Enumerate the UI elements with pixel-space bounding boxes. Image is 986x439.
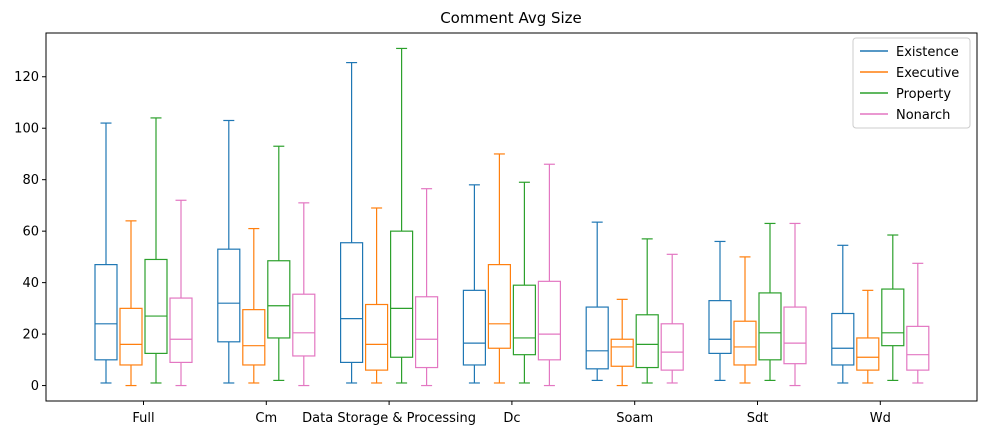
box-property-5 <box>758 222 782 382</box>
box-iqr <box>415 296 439 369</box>
box-executive-3 <box>487 153 511 384</box>
box-iqr <box>242 309 266 366</box>
box-existence-3 <box>462 184 486 384</box>
box-iqr <box>462 289 486 366</box>
box-executive-5 <box>733 256 757 384</box>
box-property-0 <box>144 117 168 384</box>
box-nonarch-1 <box>292 202 316 387</box>
box-iqr <box>585 306 609 370</box>
x-tick-label: Wd <box>870 411 891 426</box>
legend-label: Existence <box>896 45 959 60</box>
x-tick-label: Soam <box>616 411 653 426</box>
box-iqr <box>660 323 684 371</box>
box-existence-4 <box>585 221 609 382</box>
box-iqr <box>906 325 930 371</box>
box-iqr <box>365 303 389 371</box>
box-property-3 <box>512 181 537 384</box>
box-property-6 <box>881 234 905 382</box>
y-tick-label: 40 <box>22 276 39 291</box>
box-iqr <box>119 307 143 366</box>
legend-entry-nonarch: Nonarch <box>860 108 950 123</box>
box-iqr <box>144 258 168 354</box>
box-nonarch-0 <box>169 199 193 387</box>
box-nonarch-3 <box>537 163 562 387</box>
box-iqr <box>610 338 634 367</box>
box-iqr <box>758 292 782 361</box>
box-iqr <box>783 306 807 365</box>
x-tick-label: Cm <box>255 411 277 426</box>
box-existence-2 <box>340 61 364 384</box>
box-iqr <box>340 242 364 363</box>
box-property-4 <box>635 238 659 384</box>
y-tick-label: 120 <box>14 70 39 85</box>
legend-label: Executive <box>896 66 959 81</box>
x-tick-label: Dc <box>503 411 520 426</box>
plot-frame <box>45 32 978 402</box>
legend-entry-executive: Executive <box>860 66 959 81</box>
box-iqr <box>292 293 316 357</box>
box-nonarch-6 <box>906 262 930 384</box>
boxes-layer <box>94 47 930 387</box>
legend-box <box>852 37 971 129</box>
box-executive-0 <box>119 220 143 387</box>
box-nonarch-5 <box>783 222 807 387</box>
box-existence-0 <box>94 122 118 384</box>
box-executive-6 <box>856 289 880 384</box>
box-iqr <box>708 300 732 354</box>
y-tick-label: 100 <box>14 122 39 137</box>
box-property-2 <box>390 47 414 384</box>
box-iqr <box>390 230 414 358</box>
box-iqr <box>831 312 855 366</box>
x-tick-label: Data Storage & Processing <box>302 411 476 426</box>
chart-legend: Existence Executive Property Nonarch <box>852 37 971 129</box>
box-existence-1 <box>217 119 241 384</box>
y-tick-label: 20 <box>22 328 39 343</box>
box-iqr <box>733 320 757 366</box>
box-iqr <box>635 314 659 369</box>
box-property-1 <box>267 145 291 382</box>
box-iqr <box>169 297 193 363</box>
box-iqr <box>537 280 562 361</box>
x-tick-label: Full <box>132 411 154 426</box>
legend-label: Nonarch <box>896 108 950 123</box>
legend-entry-existence: Existence <box>860 45 959 60</box>
x-tick-label: Sdt <box>747 411 769 426</box>
chart-title: Comment Avg Size <box>440 9 582 27</box>
box-executive-4 <box>610 298 634 387</box>
axes-layer: 0 20 40 60 80 100 120 Full Cm Data Storage & Proc… <box>14 32 978 426</box>
box-iqr <box>487 264 511 349</box>
box-existence-6 <box>831 244 855 384</box>
y-tick-label: 0 <box>31 379 39 394</box>
y-tick-label: 80 <box>22 173 39 188</box>
box-iqr <box>94 264 118 361</box>
legend-label: Property <box>896 87 951 102</box>
box-iqr <box>217 248 241 343</box>
box-executive-1 <box>242 227 266 384</box>
box-iqr <box>267 260 291 339</box>
legend-entry-property: Property <box>860 87 951 102</box>
box-iqr <box>881 288 905 347</box>
box-iqr <box>512 284 537 356</box>
box-nonarch-4 <box>660 253 684 384</box>
box-nonarch-2 <box>415 188 439 387</box>
box-existence-5 <box>708 240 732 382</box>
box-executive-2 <box>365 207 389 384</box>
box-iqr <box>856 337 880 371</box>
y-tick-label: 60 <box>22 225 39 240</box>
